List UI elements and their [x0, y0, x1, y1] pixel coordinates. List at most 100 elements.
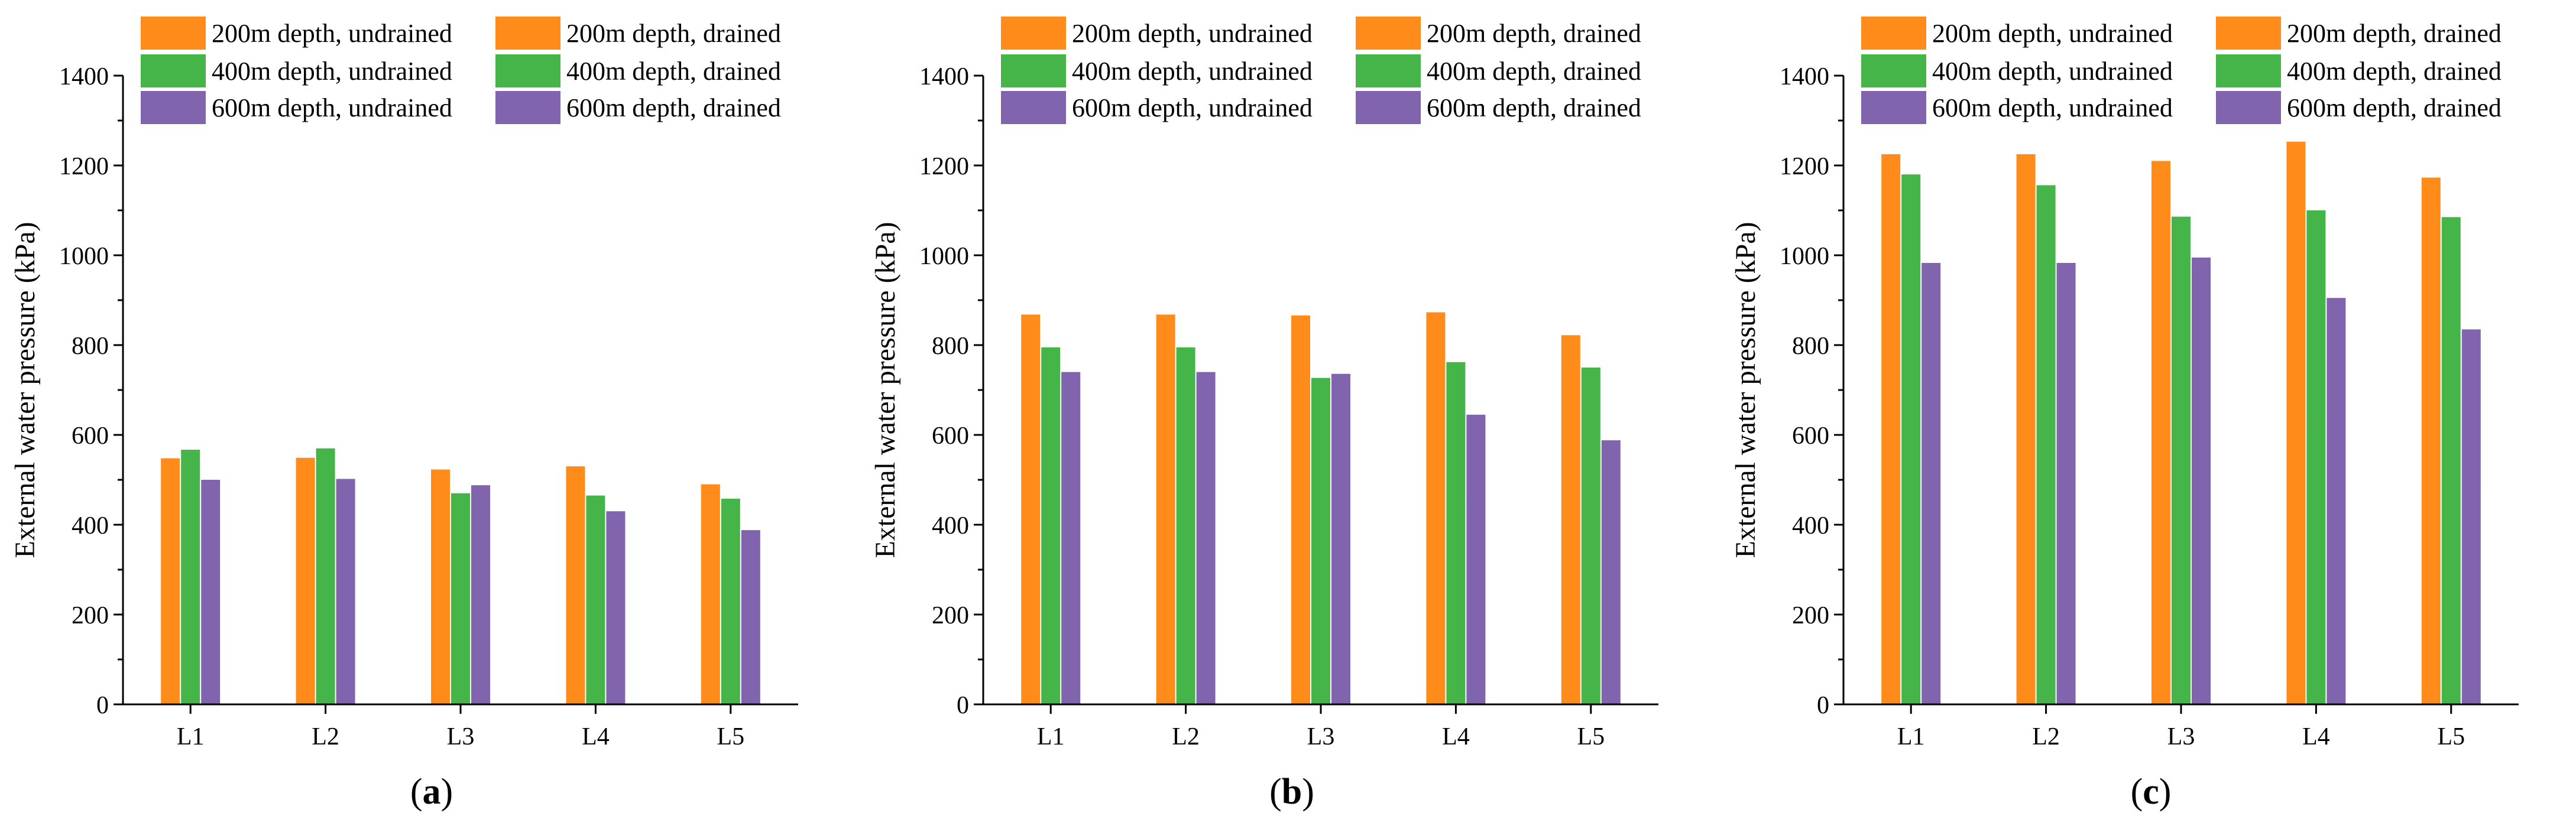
x-tick-label-l4: L4	[1442, 723, 1470, 750]
legend-swatch	[141, 54, 206, 87]
bar-a-600m-depth-drained-l5	[743, 583, 759, 704]
bar-a-600m-depth-drained-l1	[203, 520, 219, 704]
legend-swatch	[2216, 17, 2281, 50]
bar-a-600m-depth-drained-l3	[473, 526, 488, 704]
y-tick-label: 1000	[919, 243, 969, 270]
bar-b-200m-depth-drained-l4	[1428, 459, 1444, 704]
legend-swatch	[2216, 54, 2281, 87]
bar-c-400m-depth-drained-l3	[2173, 323, 2189, 704]
y-tick-label: 1200	[919, 153, 969, 180]
panel-label-open-paren: (	[2131, 772, 2143, 812]
legend-label: 400m depth, undrained	[1072, 57, 1313, 86]
bar-a-600m-depth-drained-l2	[338, 520, 354, 704]
legend-swatch	[1356, 17, 1421, 50]
bar-b-600m-depth-drained-l5	[1603, 540, 1619, 704]
y-tick-label: 1000	[1780, 243, 1829, 270]
y-axis-title: External water pressure (kPa)	[1730, 222, 1761, 558]
legend-label: 400m depth, undrained	[1932, 57, 2173, 86]
y-tick-label: 1000	[59, 243, 109, 270]
legend-label: 600m depth, undrained	[1072, 93, 1313, 122]
legend-label: 400m depth, undrained	[212, 57, 452, 86]
legend-label: 600m depth, drained	[2287, 93, 2502, 122]
bar-a-400m-depth-drained-l1	[183, 500, 199, 704]
bar-b-400m-depth-drained-l1	[1043, 399, 1059, 704]
panel-label: (a)	[410, 772, 453, 812]
y-axis-title: External water pressure (kPa)	[870, 222, 901, 558]
y-tick-label: 600	[932, 422, 969, 450]
legend-label: 600m depth, undrained	[212, 93, 452, 122]
legend-swatch	[1001, 54, 1066, 87]
x-tick-label-l1: L1	[1037, 723, 1065, 750]
x-tick-label-l3: L3	[2167, 723, 2195, 750]
bar-c-600m-depth-drained-l5	[2463, 489, 2479, 704]
y-tick-label: 800	[932, 333, 969, 360]
bar-b-400m-depth-drained-l5	[1583, 525, 1599, 704]
x-tick-label-l5: L5	[2437, 723, 2465, 750]
legend-swatch	[1861, 17, 1926, 50]
bar-a-400m-depth-drained-l2	[317, 500, 333, 704]
x-tick-label-l2: L2	[2032, 723, 2060, 750]
y-tick-label: 400	[72, 512, 109, 540]
x-tick-label-l4: L4	[2302, 723, 2330, 750]
bar-c-400m-depth-drained-l2	[2038, 323, 2054, 704]
bar-c-200m-depth-drained-l1	[1883, 273, 1899, 704]
bar-b-400m-depth-drained-l2	[1178, 399, 1194, 704]
bar-c-200m-depth-drained-l3	[2153, 293, 2169, 705]
legend-swatch	[1001, 17, 1066, 50]
legend-swatch	[1356, 91, 1421, 124]
x-tick-label-l5: L5	[717, 723, 744, 750]
y-tick-label: 1200	[59, 153, 109, 180]
bar-b-600m-depth-drained-l2	[1198, 453, 1214, 704]
legend-swatch	[495, 54, 560, 87]
x-tick-label-l2: L2	[312, 723, 339, 750]
bar-b-600m-depth-drained-l3	[1333, 470, 1349, 704]
bar-c-400m-depth-drained-l4	[2308, 430, 2324, 704]
x-tick-label-l5: L5	[1577, 723, 1605, 750]
legend-label: 200m depth, undrained	[212, 19, 452, 48]
panel-label-close-paren: )	[1302, 772, 1314, 812]
bar-b-200m-depth-drained-l5	[1563, 495, 1579, 704]
x-tick-label-l3: L3	[1307, 723, 1335, 750]
legend-label: 400m depth, drained	[566, 57, 781, 86]
panel-label-letter: c	[2143, 772, 2159, 812]
y-tick-label: 400	[932, 512, 969, 540]
y-tick-label: 400	[1792, 512, 1829, 540]
bar-c-200m-depth-drained-l2	[2018, 273, 2034, 704]
y-tick-label: 800	[1792, 333, 1829, 360]
legend-swatch	[1001, 91, 1066, 124]
y-tick-label: 200	[1792, 602, 1829, 629]
chart-panel-c: 0 200 400 600 800 1000 1200 1400 L1 L2 L3 L4 L5 Exter…	[1730, 17, 2519, 812]
bar-a-200m-depth-drained-l2	[297, 470, 313, 704]
panel-label-close-paren: )	[2159, 772, 2172, 812]
bar-a-600m-depth-drained-l4	[608, 578, 624, 704]
panel-label-letter: b	[1282, 772, 1302, 812]
legend-swatch	[141, 91, 206, 124]
y-tick-label: 800	[72, 333, 109, 360]
bar-c-600m-depth-drained-l4	[2328, 484, 2344, 704]
y-tick-label: 0	[957, 692, 969, 719]
legend-swatch	[495, 17, 560, 50]
legend-label: 400m depth, drained	[2287, 57, 2502, 86]
bar-b-200m-depth-drained-l2	[1158, 403, 1174, 704]
bar-c-600m-depth-drained-l2	[2058, 394, 2074, 704]
legend-label: 200m depth, drained	[566, 19, 781, 48]
y-tick-label: 1200	[1780, 153, 1829, 180]
bar-b-200m-depth-drained-l3	[1293, 419, 1308, 704]
bar-b-600m-depth-drained-l4	[1468, 536, 1484, 704]
legend-label: 200m depth, drained	[1427, 19, 1641, 48]
y-tick-label: 200	[932, 602, 969, 629]
y-tick-label: 600	[72, 422, 109, 450]
y-tick-label: 600	[1792, 422, 1829, 450]
legend-swatch	[141, 17, 206, 50]
bar-c-400m-depth-drained-l1	[1903, 323, 1919, 704]
bar-b-600m-depth-drained-l1	[1063, 453, 1079, 704]
bar-c-200m-depth-drained-l4	[2288, 354, 2304, 704]
y-tick-label: 0	[1817, 692, 1829, 719]
bar-b-400m-depth-drained-l3	[1313, 417, 1328, 704]
legend-label: 600m depth, drained	[1427, 93, 1641, 122]
y-tick-label: 200	[72, 602, 109, 629]
x-tick-label-l2: L2	[1172, 723, 1200, 750]
y-tick-label: 1400	[919, 63, 969, 90]
panel-label-letter: a	[423, 772, 441, 812]
